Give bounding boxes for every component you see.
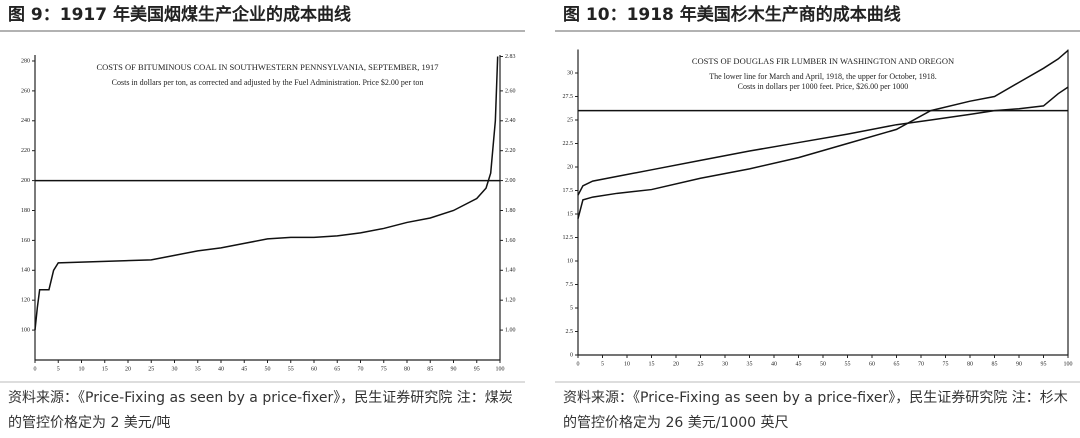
y2-tick-label: 2.40 xyxy=(505,118,516,124)
x-tick-label: 30 xyxy=(172,366,178,372)
x-tick-label: 25 xyxy=(148,366,154,372)
subtitle: The lower line for March and April, 1918… xyxy=(709,72,937,81)
x-tick-label: 0 xyxy=(577,361,580,367)
y2-tick-label: 1.80 xyxy=(505,208,516,214)
x-tick-label: 95 xyxy=(1041,361,1047,367)
axis-frame xyxy=(577,49,1069,356)
source-note: 资料来源：《Price-Fixing as seen by a price-fi… xyxy=(8,390,513,431)
source-note: 资料来源：《Price-Fixing as seen by a price-fi… xyxy=(563,390,1068,431)
x-tick-label: 60 xyxy=(311,366,317,372)
cost-curve xyxy=(577,49,1069,219)
y-tick-label: 30 xyxy=(567,70,573,76)
y-tick-label: 240 xyxy=(21,118,30,124)
y2-tick-label: 2.20 xyxy=(505,148,516,154)
x-tick-label: 30 xyxy=(722,361,728,367)
y-tick-label: 180 xyxy=(21,208,30,214)
x-tick-label: 15 xyxy=(102,366,108,372)
x-tick-label: 40 xyxy=(218,366,224,372)
x-tick-label: 65 xyxy=(334,366,340,372)
y-tick-label: 7.5 xyxy=(566,282,574,288)
axis-frame xyxy=(34,55,501,361)
x-tick-label: 40 xyxy=(771,361,777,367)
y2-tick-label: 2.60 xyxy=(505,88,516,94)
y-tick-label: 280 xyxy=(21,58,30,64)
x-tick-label: 80 xyxy=(404,366,410,372)
subtitle: Costs in dollars per ton, as corrected a… xyxy=(112,78,424,87)
x-tick-label: 70 xyxy=(358,366,364,372)
y-tick-label: 200 xyxy=(21,178,30,184)
x-tick-label: 85 xyxy=(427,366,433,372)
y-tick-label: 15 xyxy=(567,211,573,217)
x-tick-label: 90 xyxy=(1016,361,1022,367)
y-tick-label: 12.5 xyxy=(563,235,574,241)
y-tick-label: 100 xyxy=(21,327,30,333)
y-tick-label: 2.5 xyxy=(566,329,574,335)
x-tick-label: 5 xyxy=(601,361,604,367)
x-tick-label: 5 xyxy=(57,366,60,372)
inner-title: COSTS OF BITUMINOUS COAL IN SOUTHWESTERN… xyxy=(96,62,438,72)
x-tick-label: 50 xyxy=(820,361,826,367)
y2-tick-label: 1.40 xyxy=(505,268,516,274)
y-tick-label: 0 xyxy=(570,352,573,358)
chart-title: 图 10：1918 年美国杉木生产商的成本曲线 xyxy=(563,4,901,25)
y-tick-label: 10 xyxy=(567,258,573,264)
x-tick-label: 0 xyxy=(34,366,37,372)
y-tick-label: 260 xyxy=(21,88,30,94)
y2-tick-label: 1.60 xyxy=(505,238,516,244)
cost-curve xyxy=(577,86,1069,196)
y-tick-label: 17.5 xyxy=(563,188,574,194)
y-tick-label: 27.5 xyxy=(563,94,574,100)
y2-tick-label: 2.83 xyxy=(505,54,516,60)
y2-tick-label: 2.00 xyxy=(505,178,516,184)
x-tick-label: 20 xyxy=(673,361,679,367)
x-tick-label: 95 xyxy=(474,366,480,372)
x-tick-label: 80 xyxy=(967,361,973,367)
x-tick-label: 20 xyxy=(125,366,131,372)
x-tick-label: 55 xyxy=(288,366,294,372)
x-tick-label: 10 xyxy=(79,366,85,372)
x-tick-label: 75 xyxy=(381,366,387,372)
y-tick-label: 22.5 xyxy=(563,141,574,147)
cost-curve xyxy=(34,56,499,331)
x-tick-label: 90 xyxy=(451,366,457,372)
x-tick-label: 55 xyxy=(845,361,851,367)
y-tick-label: 220 xyxy=(21,148,30,154)
y-tick-label: 120 xyxy=(21,298,30,304)
y2-tick-label: 1.20 xyxy=(505,298,516,304)
y-tick-label: 5 xyxy=(570,305,573,311)
x-tick-label: 25 xyxy=(698,361,704,367)
subtitle: Costs in dollars per 1000 feet. Price, $… xyxy=(738,82,909,91)
x-tick-label: 85 xyxy=(992,361,998,367)
x-tick-label: 35 xyxy=(195,366,201,372)
x-tick-label: 100 xyxy=(496,366,505,372)
x-tick-label: 15 xyxy=(649,361,655,367)
y2-tick-label: 1.00 xyxy=(505,327,516,333)
y-tick-label: 25 xyxy=(567,117,573,123)
inner-title: COSTS OF DOUGLAS FIR LUMBER IN WASHINGTO… xyxy=(692,56,954,66)
x-tick-label: 65 xyxy=(894,361,900,367)
x-tick-label: 60 xyxy=(869,361,875,367)
x-tick-label: 100 xyxy=(1064,361,1073,367)
chart-title: 图 9：1917 年美国烟煤生产企业的成本曲线 xyxy=(8,4,351,25)
x-tick-label: 50 xyxy=(265,366,271,372)
x-tick-label: 75 xyxy=(943,361,949,367)
y-tick-label: 20 xyxy=(567,164,573,170)
y-tick-label: 140 xyxy=(21,268,30,274)
x-tick-label: 10 xyxy=(624,361,630,367)
x-tick-label: 45 xyxy=(796,361,802,367)
x-tick-label: 45 xyxy=(241,366,247,372)
x-tick-label: 35 xyxy=(747,361,753,367)
x-tick-label: 70 xyxy=(918,361,924,367)
y-tick-label: 160 xyxy=(21,238,30,244)
